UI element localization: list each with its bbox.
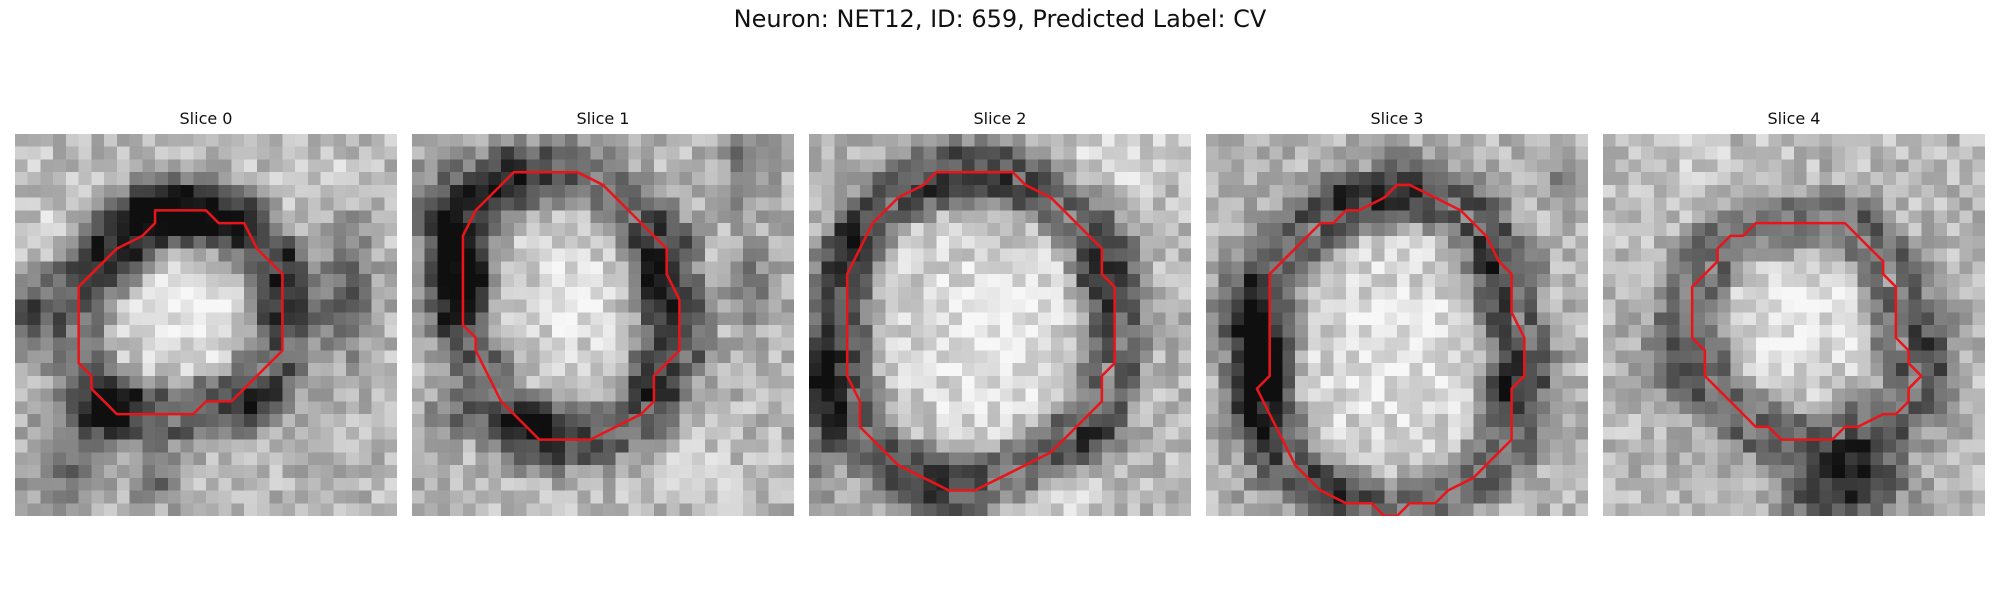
slice-image-4 — [1603, 134, 1985, 516]
slice-panel-0: Slice 0 — [15, 108, 397, 516]
slice-title-4: Slice 4 — [1767, 109, 1821, 128]
slice-image-3 — [1206, 134, 1588, 516]
pixel-grid — [412, 134, 794, 516]
slice-image-0 — [15, 134, 397, 516]
slice-title-1: Slice 1 — [576, 109, 630, 128]
segmentation-contour — [845, 170, 1116, 492]
pixel-grid — [1206, 134, 1588, 516]
slice-image-1 — [412, 134, 794, 516]
slice-title-0: Slice 0 — [179, 109, 233, 128]
slice-image-2 — [809, 134, 1191, 516]
slice-title-2: Slice 2 — [973, 109, 1027, 128]
pixel-grid — [15, 134, 397, 516]
slice-panel-2: Slice 2 — [809, 108, 1191, 516]
pixel-grid — [809, 134, 1191, 516]
slice-panel-1: Slice 1 — [412, 108, 794, 516]
segmentation-contour — [461, 170, 681, 441]
segmentation-contour — [77, 209, 284, 416]
slice-panel-3: Slice 3 — [1206, 108, 1588, 516]
slice-panel-4: Slice 4 — [1603, 108, 1985, 516]
segmentation-contour — [1255, 183, 1526, 516]
figure-title: Neuron: NET12, ID: 659, Predicted Label:… — [733, 5, 1267, 33]
segmentation-contour — [1690, 221, 1923, 441]
slice-title-3: Slice 3 — [1370, 109, 1424, 128]
pixel-grid — [1603, 134, 1985, 516]
